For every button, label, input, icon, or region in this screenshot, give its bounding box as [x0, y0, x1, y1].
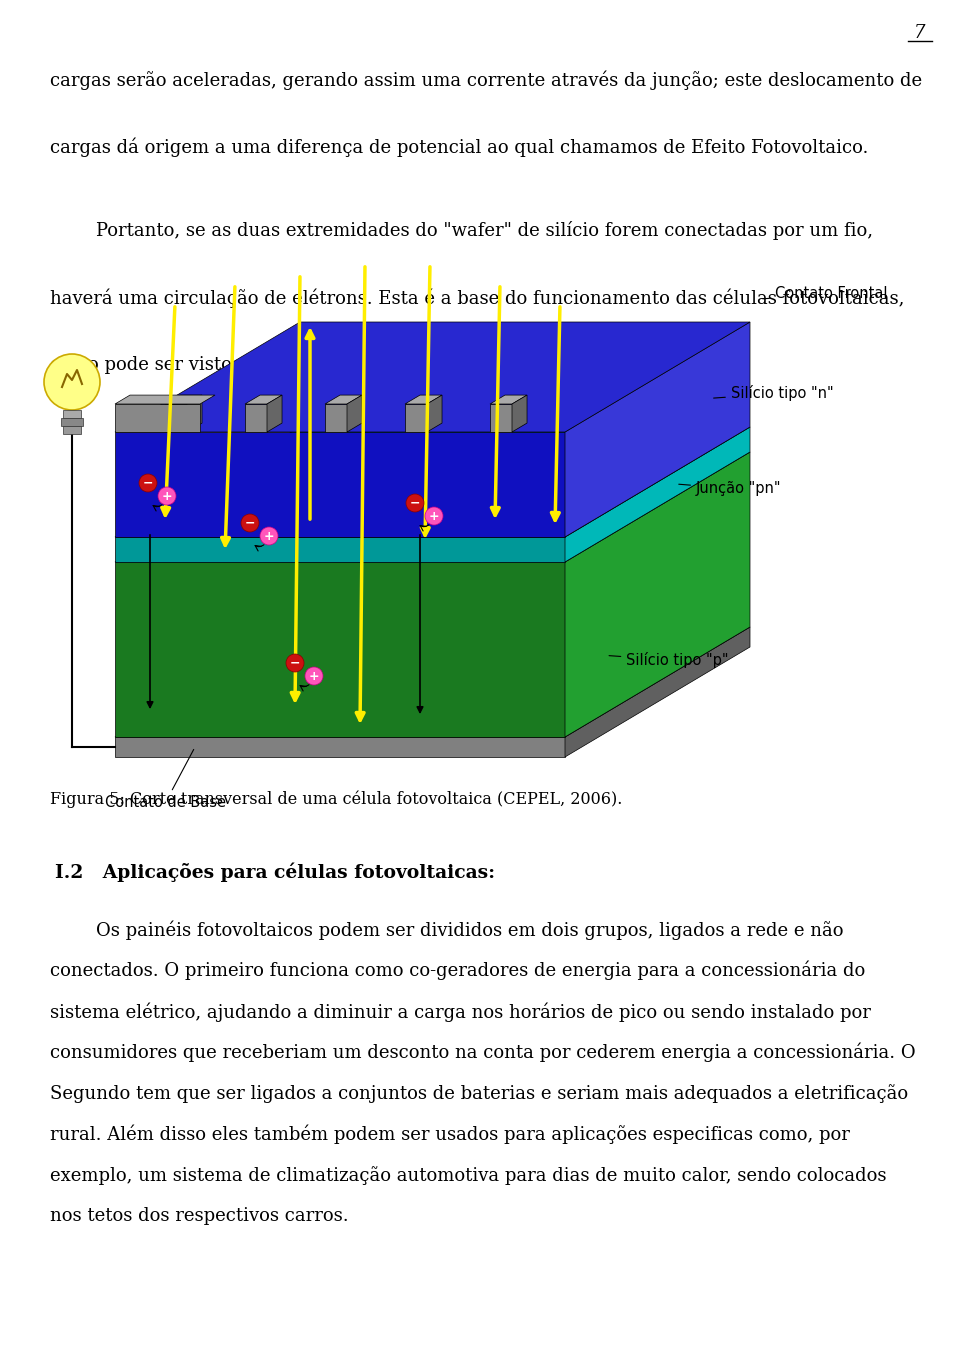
- Circle shape: [260, 527, 278, 545]
- Polygon shape: [405, 395, 442, 403]
- Polygon shape: [115, 395, 215, 403]
- Polygon shape: [427, 395, 442, 432]
- Bar: [61, 418, 83, 425]
- Text: I.2   Aplicações para células fotovoltaicas:: I.2 Aplicações para células fotovoltaica…: [55, 862, 495, 881]
- Text: −: −: [143, 476, 154, 490]
- Text: nos tetos dos respectivos carros.: nos tetos dos respectivos carros.: [50, 1207, 348, 1225]
- Polygon shape: [187, 395, 202, 432]
- Polygon shape: [115, 403, 200, 432]
- Polygon shape: [245, 403, 267, 432]
- Polygon shape: [565, 427, 750, 563]
- Circle shape: [241, 514, 259, 532]
- Polygon shape: [565, 451, 750, 737]
- Polygon shape: [115, 627, 750, 737]
- Text: +: +: [429, 509, 440, 523]
- Polygon shape: [490, 403, 512, 432]
- Bar: [63, 425, 81, 434]
- Text: sistema elétrico, ajudando a diminuir a carga nos horários de pico ou sendo inst: sistema elétrico, ajudando a diminuir a …: [50, 1002, 871, 1022]
- Text: Silício tipo "n": Silício tipo "n": [713, 386, 833, 401]
- Text: Segundo tem que ser ligados a conjuntos de baterias e seriam mais adequados a el: Segundo tem que ser ligados a conjuntos …: [50, 1084, 908, 1103]
- Polygon shape: [325, 403, 347, 432]
- Circle shape: [139, 473, 157, 493]
- Polygon shape: [245, 395, 282, 403]
- Circle shape: [305, 667, 323, 685]
- Text: −: −: [290, 656, 300, 670]
- Text: exemplo, um sistema de climatização automotiva para dias de muito calor, sendo c: exemplo, um sistema de climatização auto…: [50, 1166, 886, 1185]
- Text: como pode ser visto esquematicamente na figura 5 (CEPEL, 2006).: como pode ser visto esquematicamente na …: [50, 355, 663, 373]
- Polygon shape: [325, 395, 362, 403]
- Polygon shape: [115, 737, 565, 757]
- Text: +: +: [264, 530, 275, 542]
- Polygon shape: [490, 395, 527, 403]
- Circle shape: [158, 487, 176, 505]
- Text: Contato Frontal: Contato Frontal: [763, 287, 887, 302]
- Circle shape: [406, 494, 424, 512]
- Text: conectados. O primeiro funciona como co-geradores de energia para a concessionár: conectados. O primeiro funciona como co-…: [50, 960, 865, 981]
- Text: Figura 5: Corte transversal de uma célula fotovoltaica (CEPEL, 2006).: Figura 5: Corte transversal de uma célul…: [50, 790, 622, 808]
- Text: cargas dá origem a uma diferença de potencial ao qual chamamos de Efeito Fotovol: cargas dá origem a uma diferença de pote…: [50, 137, 869, 156]
- Polygon shape: [267, 395, 282, 432]
- Text: cargas serão aceleradas, gerando assim uma corrente através da junção; este desl: cargas serão aceleradas, gerando assim u…: [50, 70, 923, 89]
- Text: Os painéis fotovoltaicos podem ser divididos em dois grupos, ligados a rede e nã: Os painéis fotovoltaicos podem ser divid…: [50, 921, 844, 940]
- Text: +: +: [309, 670, 320, 682]
- Text: rural. Além disso eles também podem ser usados para aplicações especificas como,: rural. Além disso eles também podem ser …: [50, 1125, 850, 1144]
- Text: 7: 7: [914, 23, 925, 43]
- Polygon shape: [405, 403, 427, 432]
- Text: Contato de Base: Contato de Base: [105, 749, 226, 809]
- Polygon shape: [115, 536, 565, 563]
- Text: +: +: [161, 490, 172, 502]
- Polygon shape: [565, 627, 750, 757]
- Circle shape: [286, 654, 304, 672]
- Polygon shape: [115, 322, 750, 432]
- Text: Silício tipo "p": Silício tipo "p": [609, 653, 729, 668]
- Polygon shape: [115, 451, 750, 563]
- Circle shape: [425, 508, 443, 525]
- Polygon shape: [165, 403, 187, 432]
- Text: −: −: [410, 497, 420, 509]
- Polygon shape: [115, 432, 565, 536]
- Text: consumidores que receberiam um desconto na conta por cederem energia a concessio: consumidores que receberiam um desconto …: [50, 1043, 916, 1062]
- Polygon shape: [512, 395, 527, 432]
- Circle shape: [44, 354, 100, 410]
- Bar: [63, 410, 81, 418]
- Polygon shape: [115, 427, 750, 536]
- Text: Junção "pn": Junção "pn": [679, 482, 781, 497]
- Text: Portanto, se as duas extremidades do "wafer" de silício forem conectadas por um : Portanto, se as duas extremidades do "wa…: [50, 221, 873, 240]
- Polygon shape: [115, 563, 565, 737]
- Polygon shape: [165, 395, 202, 403]
- Polygon shape: [565, 322, 750, 536]
- Text: haverá uma circulação de elétrons. Esta é a base do funcionamento das células fo: haverá uma circulação de elétrons. Esta …: [50, 288, 904, 307]
- Polygon shape: [347, 395, 362, 432]
- Text: −: −: [245, 516, 255, 530]
